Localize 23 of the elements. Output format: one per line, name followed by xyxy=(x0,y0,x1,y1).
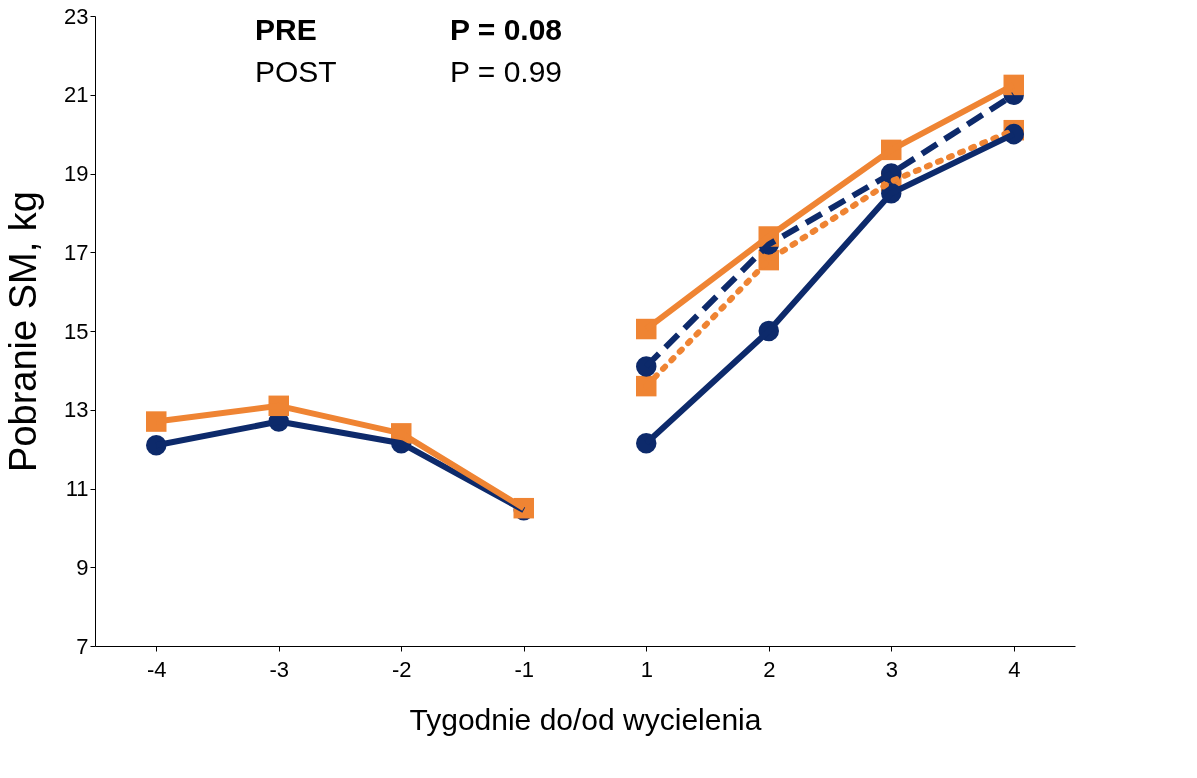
y-tick-label: 15 xyxy=(64,318,89,344)
x-tick-label: 2 xyxy=(763,656,776,682)
annotation: PRE xyxy=(255,13,317,46)
y-tick-label: 19 xyxy=(64,161,89,186)
x-tick-label: -1 xyxy=(514,656,535,682)
x-tick-label: 1 xyxy=(640,656,653,682)
annotation: P = 0.08 xyxy=(450,13,563,46)
x-tick-label: -3 xyxy=(269,656,290,682)
y-tick-label: 11 xyxy=(65,476,89,501)
y-tick-label: 7 xyxy=(76,633,89,659)
x-tick-label: -2 xyxy=(391,656,412,682)
y-tick-label: 13 xyxy=(64,397,89,423)
annotation: POST xyxy=(255,55,337,88)
y-tick-label: 23 xyxy=(64,3,89,29)
x-tick-label: -4 xyxy=(146,656,167,682)
y-tick-label: 9 xyxy=(76,554,89,580)
y-tick-label: 21 xyxy=(64,82,89,108)
x-tick-label: 4 xyxy=(1008,656,1021,682)
y-tick-label: 17 xyxy=(64,239,89,265)
x-axis-title: Tygodnie do/od wycielenia xyxy=(409,702,762,736)
y-axis-title: Pobranie SM, kg xyxy=(2,191,45,472)
annotation: P = 0.99 xyxy=(450,55,563,88)
x-tick-label: 3 xyxy=(885,656,898,682)
